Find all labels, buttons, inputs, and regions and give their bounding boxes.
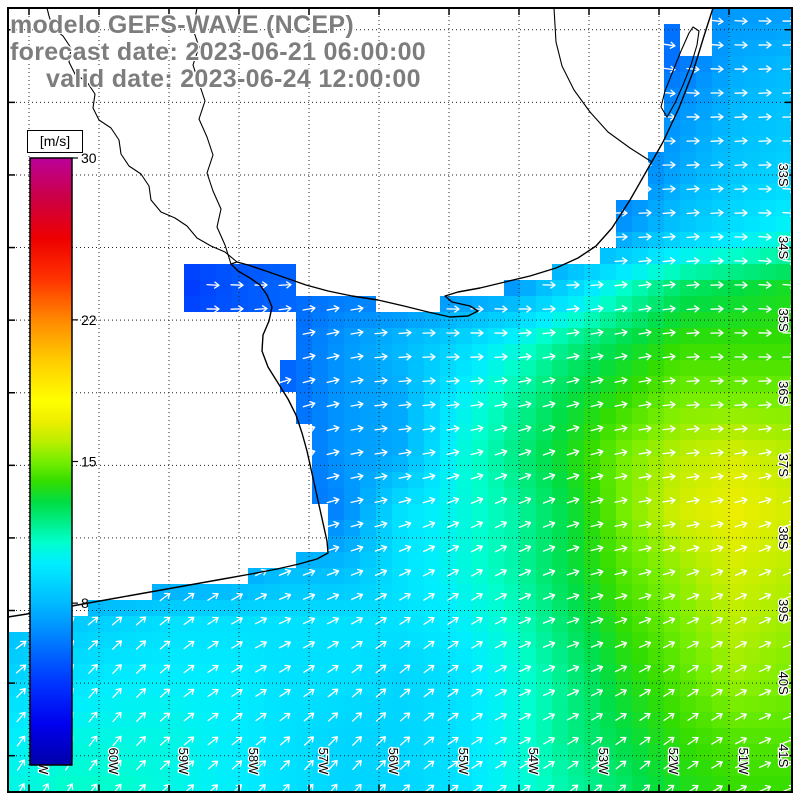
map-frame [7, 7, 793, 793]
forecast-date-label: forecast date: 2023-06-21 06:00:00 [10, 38, 426, 66]
latitude-label: 41S [776, 744, 791, 767]
longitude-label: 56W [386, 748, 401, 775]
longitude-label: 58W [246, 748, 261, 775]
colorbar-tick-label: 30 [81, 150, 97, 166]
coastline [7, 7, 714, 618]
latitude-label: 37S [776, 454, 791, 477]
axis-labels: 33S34S35S36S37S38S39S40S41S61W60W59W58W5… [35, 162, 793, 776]
wave-speed-cells [8, 8, 792, 792]
colorbar-gradient [29, 157, 73, 766]
colorbar-tick-label: 22 [81, 312, 97, 328]
graticule [8, 8, 792, 792]
latitude-label: 39S [776, 599, 791, 622]
colorbar-tick-label: 8 [81, 595, 89, 611]
latitude-label: 40S [776, 672, 791, 695]
longitude-label: 51W [736, 748, 751, 775]
colorbar-tick-label: 15 [81, 454, 97, 470]
latitude-label: 33S [776, 163, 791, 186]
latitude-label: 35S [776, 309, 791, 332]
colorbar: 8 15 22 30 [29, 150, 97, 766]
axis-ticks [8, 8, 792, 792]
latitude-label: 38S [776, 526, 791, 549]
colorbar-unit-label: [m/s] [27, 130, 83, 153]
longitude-label: 52W [666, 748, 681, 775]
latitude-label: 34S [776, 236, 791, 259]
longitude-label: 60W [106, 748, 121, 775]
longitude-label: 55W [456, 748, 471, 775]
longitude-label: 53W [596, 748, 611, 775]
valid-date-label: valid date: 2023-06-24 12:00:00 [46, 65, 421, 93]
longitude-label: 59W [176, 748, 191, 775]
model-title: modelo GEFS-WAVE (NCEP) [10, 11, 354, 39]
latitude-label: 36S [776, 381, 791, 404]
longitude-label: 57W [316, 748, 331, 775]
longitude-label: 54W [526, 748, 541, 775]
plot-titles: modelo GEFS-WAVE (NCEP) forecast date: 2… [10, 12, 426, 93]
